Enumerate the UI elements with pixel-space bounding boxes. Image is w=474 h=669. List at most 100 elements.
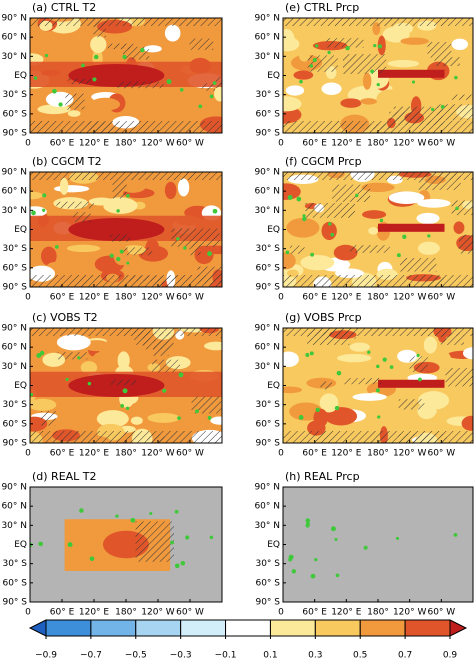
green-dot xyxy=(126,261,130,265)
field-blob xyxy=(90,35,107,54)
green-dot xyxy=(38,541,43,547)
lat-label: 90° N xyxy=(1,14,27,24)
green-dot xyxy=(315,407,320,413)
lon-label: 0 xyxy=(25,293,31,303)
lon-label: 180° xyxy=(367,608,389,618)
map-panel: (e) CTRL Prcp 90° N 60° N 30° N EQ 30° S 60° S… xyxy=(254,1,474,149)
field-blob xyxy=(204,341,222,351)
hatch-area xyxy=(450,94,473,100)
lon-label: 180° xyxy=(367,449,389,459)
hatch-area xyxy=(30,172,222,180)
hatch-area xyxy=(320,381,332,390)
lat-label: 30° N xyxy=(254,521,280,531)
lon-label: 120° W xyxy=(141,449,175,459)
field-blob xyxy=(194,95,205,107)
green-dot xyxy=(119,249,124,254)
lat-label: 90° S xyxy=(255,283,280,293)
field-blob xyxy=(56,334,91,351)
green-dot xyxy=(430,107,435,112)
warm-core xyxy=(68,374,165,397)
map-field xyxy=(283,328,473,443)
green-dot xyxy=(330,232,335,237)
field-blob xyxy=(147,413,180,423)
green-dot xyxy=(42,193,47,198)
green-dot xyxy=(116,209,120,213)
green-dot xyxy=(122,54,127,59)
lon-label: 120° E xyxy=(79,139,110,149)
lat-label: 60° N xyxy=(254,343,280,353)
field-blob xyxy=(352,393,387,401)
panel-title: (b) CGCM T2 xyxy=(32,155,102,168)
hatch-area xyxy=(445,367,473,387)
green-dot xyxy=(345,46,350,51)
colorbar-box xyxy=(135,619,182,637)
field-blob xyxy=(40,246,57,266)
colorbar-tick-label: 0.3 xyxy=(308,651,322,661)
hatch-area xyxy=(283,275,473,287)
green-dot xyxy=(411,80,416,84)
green-dot xyxy=(39,350,45,356)
lat-label: 60° S xyxy=(255,578,280,588)
green-dot xyxy=(287,194,293,200)
lat-label: 60° N xyxy=(1,33,27,43)
green-dot xyxy=(327,222,332,226)
lat-label: 30° S xyxy=(2,244,27,254)
green-dot xyxy=(36,353,42,358)
field-blob xyxy=(283,36,300,52)
green-dot xyxy=(58,102,63,107)
lat-label: 30° S xyxy=(255,400,280,410)
green-dot xyxy=(54,245,59,249)
green-dot xyxy=(89,556,95,562)
panel-title: (h) REAL Prcp xyxy=(285,470,360,483)
hatch-area xyxy=(201,83,216,91)
field-blob xyxy=(88,197,115,206)
green-dot xyxy=(376,83,380,87)
colorbar-tick-label: −0.5 xyxy=(125,651,147,661)
colorbar-tick-label: 0.5 xyxy=(353,651,367,661)
green-dot xyxy=(125,406,130,410)
hatch-area xyxy=(451,200,473,216)
hatch-area xyxy=(283,121,473,133)
field-blob xyxy=(313,408,328,428)
green-dot xyxy=(183,246,187,250)
green-dot xyxy=(94,54,99,60)
field-blob xyxy=(210,416,222,425)
green-dot xyxy=(166,79,172,85)
lon-label: 120° W xyxy=(141,293,175,303)
green-dot xyxy=(87,381,92,386)
green-dot xyxy=(212,81,217,85)
hatch-area xyxy=(30,18,222,26)
lat-label: EQ xyxy=(14,225,27,235)
lat-label: 60° N xyxy=(1,187,27,197)
green-dot xyxy=(336,370,342,376)
field-blob xyxy=(451,38,469,51)
green-dot xyxy=(298,415,304,420)
colorbar-box xyxy=(359,619,406,637)
lat-label: EQ xyxy=(267,225,280,235)
field-blob xyxy=(461,415,473,431)
field-blob xyxy=(300,254,335,271)
green-dot xyxy=(309,64,314,68)
lon-label: 60° W xyxy=(176,449,204,459)
lat-label: EQ xyxy=(14,381,27,391)
hatch-area xyxy=(153,340,169,356)
field-blob xyxy=(462,347,473,360)
colorbar-box xyxy=(90,619,137,637)
hatch-area xyxy=(283,431,473,443)
lon-label: 120° E xyxy=(79,449,110,459)
green-dot xyxy=(185,535,190,540)
field-blob xyxy=(214,86,222,102)
lon-label: 120° W xyxy=(393,139,427,149)
field-blob xyxy=(169,88,182,98)
colorbar-high-triangle xyxy=(449,619,468,637)
green-dot xyxy=(396,253,401,258)
panel-title: (a) CTRL T2 xyxy=(32,1,96,14)
lon-label: 60° E xyxy=(50,139,75,149)
lat-label: 90° S xyxy=(2,129,27,139)
map-field xyxy=(30,487,222,602)
green-dot xyxy=(162,388,167,393)
lon-label: 60° E xyxy=(50,293,75,303)
green-dot xyxy=(330,526,336,532)
colorbar-box xyxy=(225,619,271,637)
lat-label: 90° N xyxy=(254,324,280,334)
